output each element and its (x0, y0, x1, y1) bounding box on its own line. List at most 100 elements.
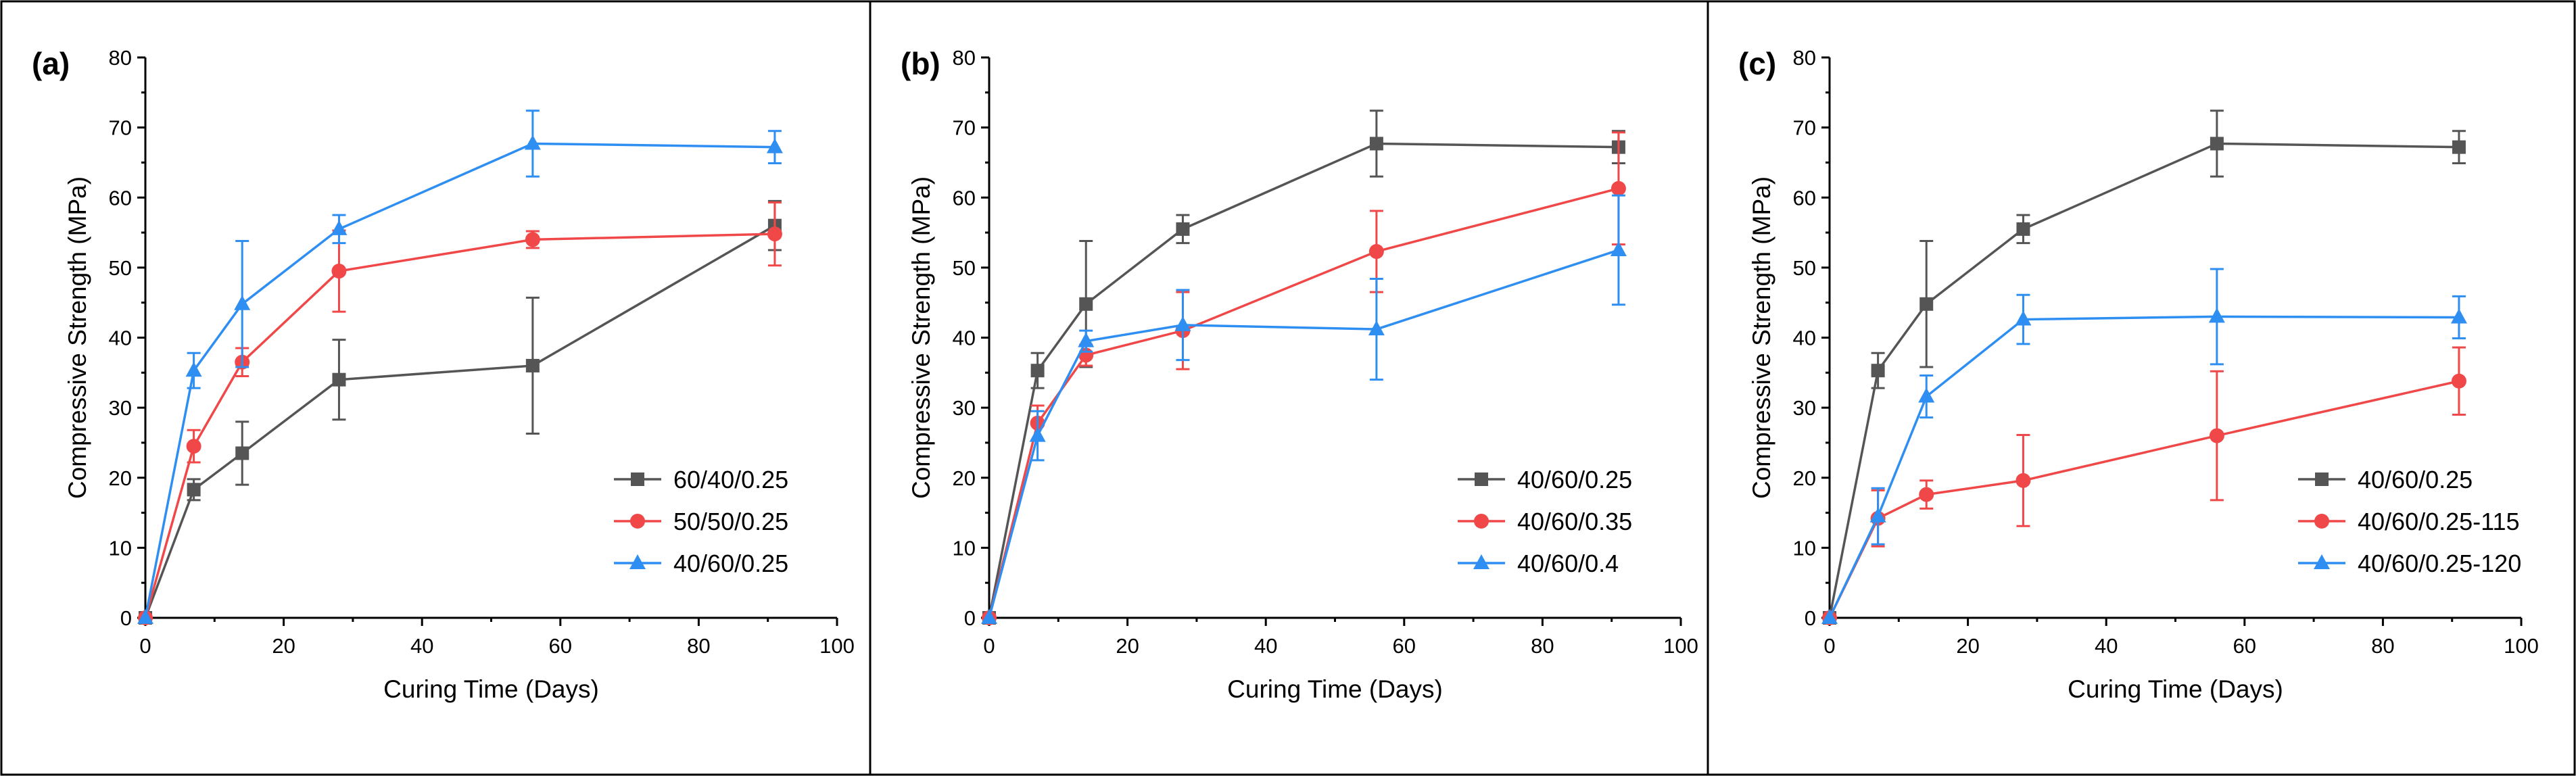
x-tick-label: 100 (819, 634, 855, 658)
x-tick-label: 60 (1393, 634, 1416, 658)
data-point (331, 264, 347, 279)
data-point (1176, 222, 1190, 236)
data-point (2208, 308, 2225, 323)
data-point (2016, 222, 2030, 236)
y-axis-title: Compressive Strength (MPa) (907, 176, 935, 499)
legend-label: 40/60/0.25 (673, 550, 788, 577)
data-point (1918, 387, 1935, 403)
series-1 (1823, 110, 2466, 625)
data-point (332, 372, 346, 387)
data-point (981, 609, 997, 624)
legend-marker (2314, 514, 2329, 529)
data-point (185, 362, 202, 377)
series-line (144, 142, 775, 619)
y-tick-label: 40 (1793, 326, 1816, 350)
x-tick-label: 100 (2504, 634, 2539, 658)
x-tick-label: 100 (1663, 634, 1698, 658)
data-point (1079, 297, 1093, 311)
x-tick-label: 80 (687, 634, 710, 658)
data-point (767, 226, 782, 242)
legend-marker (631, 472, 644, 486)
data-point (1919, 297, 1934, 311)
panel-label: (b) (901, 46, 940, 81)
y-tick-label: 10 (1793, 536, 1816, 560)
y-tick-label: 0 (120, 606, 132, 630)
panel-frame (1707, 0, 2576, 776)
y-tick-label: 80 (109, 46, 132, 70)
data-point (2450, 308, 2467, 324)
legend-marker (629, 554, 646, 569)
series-line (988, 249, 1619, 619)
data-point (2452, 140, 2466, 154)
data-point (1611, 180, 1626, 196)
legend-label: 40/60/0.25-115 (2358, 508, 2520, 535)
data-point (1821, 609, 1838, 624)
y-tick-label: 70 (109, 116, 132, 140)
panel-label: (c) (1738, 46, 1776, 81)
data-point (137, 609, 153, 624)
chart-panel-1: 0 10 20 30 40 50 60 70 80 0 20 40 60 80 100 Curing Time… (0, 0, 872, 776)
x-tick-label: 60 (2233, 634, 2256, 658)
y-tick-label: 70 (1793, 116, 1816, 140)
legend-label: 60/40/0.25 (673, 466, 788, 493)
x-tick-label: 20 (1116, 634, 1139, 658)
y-tick-label: 40 (109, 326, 132, 350)
x-tick-label: 0 (983, 634, 995, 658)
series-1 (982, 110, 1625, 625)
series-line (144, 224, 776, 619)
y-tick-label: 60 (109, 186, 132, 210)
legend-marker (1474, 514, 1489, 529)
series-line (988, 187, 1619, 619)
y-tick-label: 30 (109, 396, 132, 420)
legend-marker (1473, 554, 1489, 569)
series-line (988, 142, 1619, 619)
data-point (1610, 241, 1627, 256)
series-line (144, 233, 775, 619)
y-tick-label: 20 (109, 466, 132, 490)
legend-label: 40/60/0.35 (1517, 508, 1632, 535)
data-point (2016, 472, 2031, 488)
y-tick-label: 60 (953, 186, 976, 210)
x-tick-label: 40 (410, 634, 433, 658)
chart-panel-3: 0 10 20 30 40 50 60 70 80 0 20 40 60 80 100 Curing Time… (1707, 0, 2576, 776)
y-tick-label: 40 (953, 326, 976, 350)
x-tick-label: 40 (2095, 634, 2118, 658)
y-tick-label: 60 (1793, 186, 1816, 210)
legend: 40/60/0.25 40/60/0.25-115 40/60/0.25-120 (2298, 466, 2521, 577)
legend-marker (2315, 472, 2329, 486)
y-tick-label: 80 (953, 46, 976, 70)
series-3 (1821, 268, 2467, 624)
panel-frame (869, 0, 1709, 776)
data-point (1078, 332, 1095, 347)
y-tick-label: 50 (1793, 256, 1816, 280)
x-tick-label: 0 (1823, 634, 1835, 658)
chart-panel-2: 0 10 20 30 40 50 60 70 80 0 20 40 60 80 100 Curing Time… (869, 0, 1709, 776)
series-3 (981, 194, 1627, 624)
data-point (766, 138, 783, 153)
x-tick-label: 20 (272, 634, 295, 658)
y-tick-label: 0 (1805, 606, 1816, 630)
y-tick-label: 30 (1793, 396, 1816, 420)
data-point (1869, 507, 1886, 523)
data-point (524, 135, 541, 150)
data-point (2210, 137, 2224, 151)
data-point (1871, 364, 1885, 378)
series-line (1828, 315, 2459, 619)
x-tick-label: 0 (139, 634, 151, 658)
legend: 60/40/0.25 50/50/0.25 40/60/0.25 (614, 466, 788, 577)
y-tick-label: 50 (109, 256, 132, 280)
x-tick-label: 60 (549, 634, 572, 658)
data-point (525, 358, 540, 372)
legend-marker (2314, 554, 2330, 569)
legend-marker (1475, 472, 1488, 486)
y-tick-label: 10 (953, 536, 976, 560)
legend: 40/60/0.25 40/60/0.35 40/60/0.4 (1458, 466, 1632, 577)
data-point (234, 295, 251, 310)
data-point (1029, 427, 1046, 442)
series-2 (138, 201, 782, 625)
x-axis-title: Curing Time (Days) (2068, 675, 2283, 703)
x-tick-label: 40 (1254, 634, 1277, 658)
y-tick-label: 20 (953, 466, 976, 490)
x-axis-title: Curing Time (Days) (1227, 675, 1443, 703)
